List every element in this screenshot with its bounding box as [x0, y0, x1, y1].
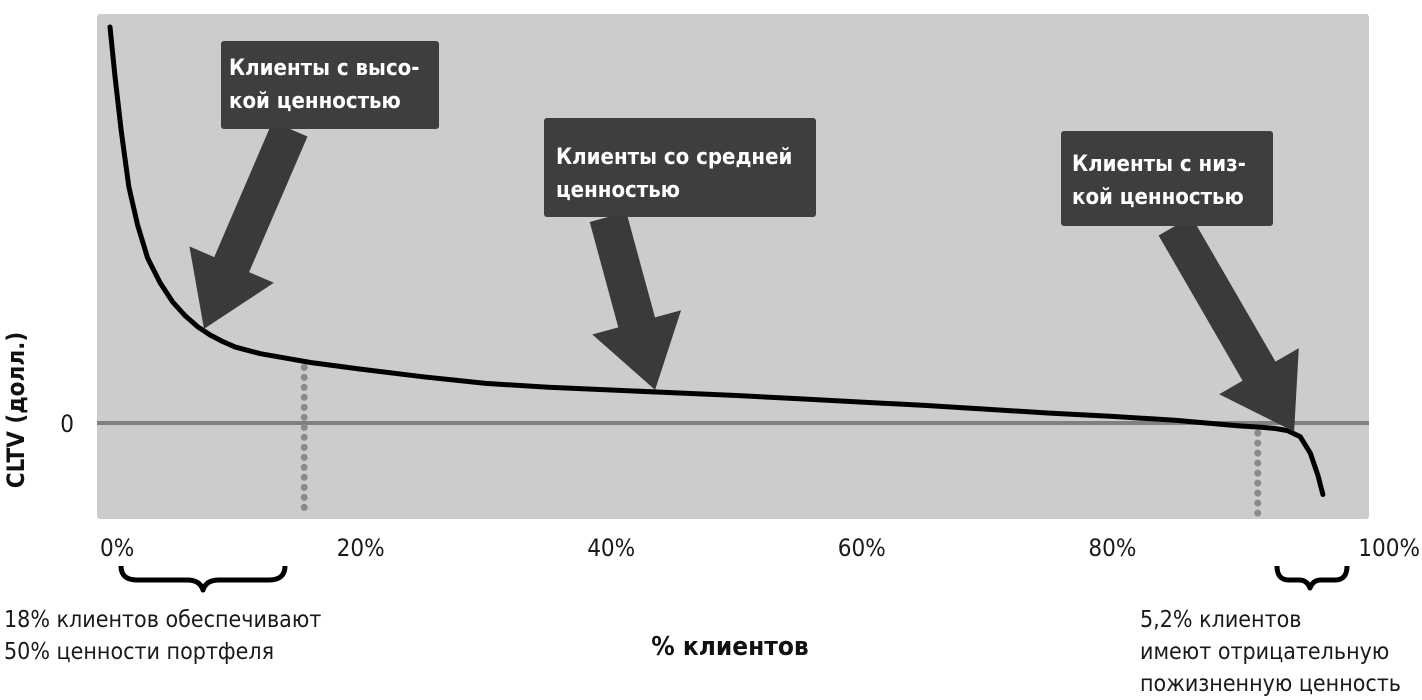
left-brace: [118, 565, 288, 593]
annotation-box: [221, 41, 439, 129]
left-note-line-1: 18% клиентов обеспечивают: [4, 607, 322, 633]
plot-area: [97, 14, 1369, 519]
annotation-box: [1061, 131, 1273, 226]
x-tick-label: 100%: [1358, 534, 1420, 562]
left-note: 18% клиентов обеспечивают 50% ценности п…: [4, 604, 321, 668]
annotation-text: кой ценностью: [229, 89, 401, 114]
annotation-text: Клиенты с низ-: [1072, 152, 1246, 177]
x-tick-label: 40%: [587, 534, 635, 562]
annotation-arrow: [189, 121, 308, 329]
right-note: 5,2% клиентов имеют отрицательную пожизн…: [1140, 604, 1401, 700]
x-tick-label: 60%: [838, 534, 886, 562]
right-note-line-2: имеют отрицательную: [1140, 639, 1390, 665]
y-tick-0: 0: [60, 410, 74, 438]
right-note-line-1: 5,2% клиентов: [1140, 607, 1302, 633]
annotation-box: [544, 118, 816, 217]
x-axis-label: % клиентов: [651, 632, 809, 662]
right-note-line-3: пожизненную ценность: [1140, 671, 1402, 697]
annotation-text: Клиенты со средней: [556, 145, 792, 170]
annotation-arrow: [1158, 216, 1299, 432]
left-note-line-2: 50% ценности портфеля: [4, 639, 275, 665]
annotation-text: кой ценностью: [1072, 185, 1244, 210]
annotation-text: ценностью: [556, 178, 680, 203]
right-brace: [1274, 565, 1350, 591]
x-tick-label: 20%: [337, 534, 385, 562]
y-axis-label: CLTV (долл.): [2, 332, 30, 488]
x-tick-label: 0%: [100, 534, 134, 562]
cltv-curve: [107, 24, 1326, 497]
annotation-arrow: [589, 212, 682, 390]
annotation-text: Клиенты с высо-: [229, 56, 420, 81]
x-tick-label: 80%: [1088, 534, 1136, 562]
